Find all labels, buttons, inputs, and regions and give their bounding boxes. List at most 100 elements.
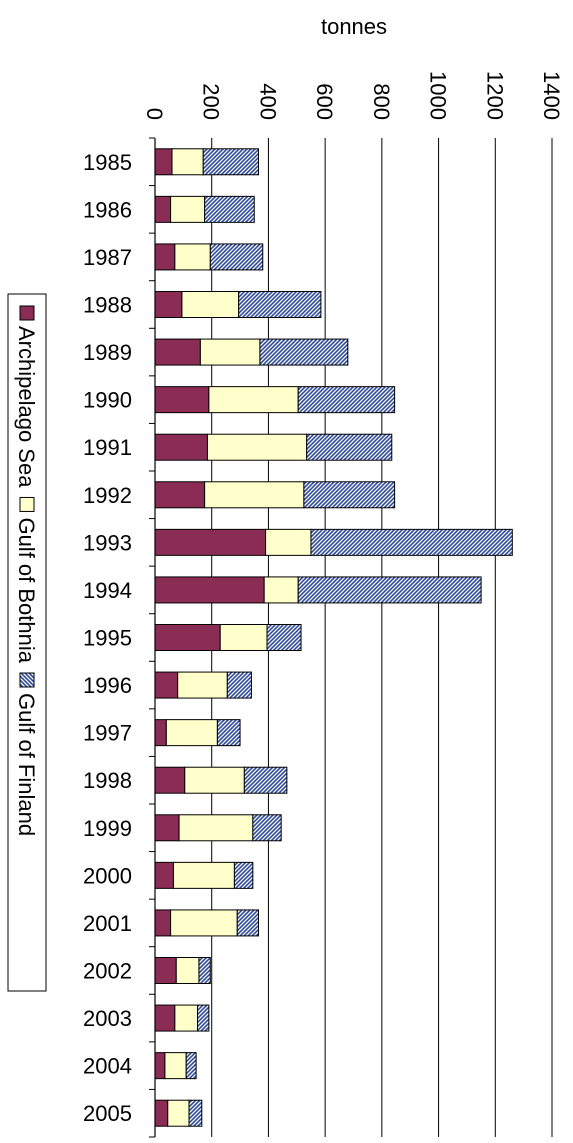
x-tick-label: 0 xyxy=(142,108,167,120)
bar-segment xyxy=(165,719,218,747)
category-label: 2003 xyxy=(83,1006,132,1031)
bar-segment xyxy=(243,766,288,794)
bar-segment xyxy=(154,243,176,271)
category-label: 1994 xyxy=(83,578,132,603)
category-label: 2005 xyxy=(83,1101,132,1126)
category-label: 2001 xyxy=(83,911,132,936)
bar-segment xyxy=(208,386,299,414)
category-label: 2002 xyxy=(83,959,132,984)
bar-segment xyxy=(154,861,174,889)
bar-segment xyxy=(204,195,255,223)
x-tick-label: 600 xyxy=(312,83,337,120)
bar-segment xyxy=(175,957,200,984)
bar-segment xyxy=(306,433,393,461)
x-tick-label: 1000 xyxy=(426,71,451,120)
category-label: 1996 xyxy=(83,673,132,698)
bar-segment xyxy=(266,624,302,651)
bar-segment xyxy=(259,338,349,366)
bar-segment xyxy=(154,386,210,414)
bar-segment xyxy=(164,1052,187,1080)
category-label: 1991 xyxy=(83,435,132,460)
bar-segment xyxy=(226,671,252,699)
bar-segment xyxy=(303,481,396,509)
bar-segment xyxy=(297,576,482,604)
axes xyxy=(149,137,156,1138)
bar-segment xyxy=(172,861,235,889)
bar-segment xyxy=(177,671,228,699)
bar-segment xyxy=(154,1052,166,1080)
category-label: 1985 xyxy=(83,150,132,175)
bar-segment xyxy=(204,481,305,509)
legend-label: Gulf of Finland xyxy=(14,693,39,836)
legend-entries: Archipelago Sea Gulf of Bothnia Gulf of Fi… xyxy=(14,305,39,836)
legend-swatch xyxy=(19,305,35,321)
bar-segment xyxy=(188,1099,203,1127)
bar-segment xyxy=(170,195,206,223)
category-label: 1986 xyxy=(83,197,132,222)
bar-segment xyxy=(154,291,183,318)
bar-segment xyxy=(170,909,238,937)
bars xyxy=(154,148,513,1127)
category-label: 1987 xyxy=(83,245,132,270)
bar-segment xyxy=(154,576,265,604)
bar-segment xyxy=(171,148,204,176)
bar-segment xyxy=(178,814,254,842)
bar-segment xyxy=(238,291,322,318)
category-label: 2000 xyxy=(83,863,132,888)
bar-segment xyxy=(154,814,180,842)
bar-segment xyxy=(233,861,254,889)
bar-segment xyxy=(263,576,299,604)
bar-segment xyxy=(154,719,167,747)
category-label: 1992 xyxy=(83,483,132,508)
bar-segment xyxy=(154,671,179,699)
bar-segment xyxy=(310,528,513,556)
bar-segment xyxy=(265,528,312,556)
category-label: 2004 xyxy=(83,1054,132,1079)
bar-segment xyxy=(154,1004,176,1032)
category-label: 1993 xyxy=(83,530,132,555)
category-label: 1989 xyxy=(83,340,132,365)
bar-segment xyxy=(209,243,264,271)
bar-segment xyxy=(154,148,173,176)
bar-segment xyxy=(154,481,206,509)
legend-swatch xyxy=(19,672,35,688)
bar-segment xyxy=(216,719,241,747)
category-label: 1990 xyxy=(83,388,132,413)
legend: Archipelago Sea Gulf of Bothnia Gulf of Fi… xyxy=(7,293,47,992)
category-label: 1999 xyxy=(83,816,132,841)
bar-segment xyxy=(219,624,268,651)
category-label: 1988 xyxy=(83,293,132,318)
bar-segment xyxy=(154,957,177,984)
bar-segment xyxy=(154,195,172,223)
category-label: 1995 xyxy=(83,626,132,651)
bar-segment xyxy=(174,1004,199,1032)
x-tick-labels: 0 200 400 600 800 1000 1200 1400 xyxy=(142,71,564,120)
bar-segment xyxy=(199,338,261,366)
category-label: 1998 xyxy=(83,768,132,793)
bar-segment xyxy=(198,957,211,984)
legend-label: Archipelago Sea xyxy=(14,326,39,488)
x-tick-label: 800 xyxy=(369,83,394,120)
legend-label: Gulf of Bothnia xyxy=(14,517,39,663)
bar-segment xyxy=(197,1004,210,1032)
bar-segment xyxy=(154,766,186,794)
bar-segment xyxy=(181,291,240,318)
legend-box xyxy=(7,293,47,992)
bar-segment xyxy=(174,243,211,271)
bar-segment xyxy=(154,1099,169,1127)
bar-segment xyxy=(167,1099,190,1127)
bar-segment xyxy=(185,1052,197,1080)
x-tick-label: 400 xyxy=(255,83,280,120)
bar-segment xyxy=(154,338,201,366)
category-labels: 1985 1986 1987 1988 1989 1990 1991 1992 1993 1994… xyxy=(83,150,132,1126)
legend-swatch xyxy=(19,496,35,512)
x-tick-label: 200 xyxy=(199,83,224,120)
bar-segment xyxy=(154,909,172,937)
x-tick-label: 1400 xyxy=(539,71,564,120)
bar-segment xyxy=(154,624,221,651)
bar-segment xyxy=(236,909,260,937)
bar-segment xyxy=(184,766,245,794)
bar-segment xyxy=(206,433,308,461)
x-axis-title: tonnes xyxy=(321,14,387,39)
